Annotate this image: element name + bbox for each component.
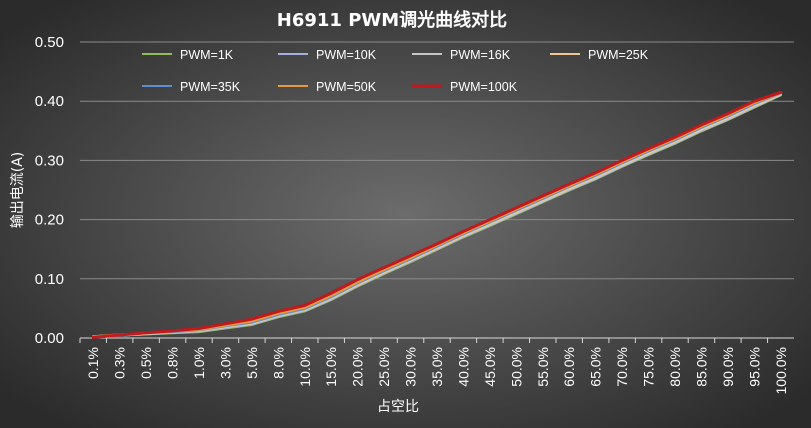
x-tick-label: 45.0% xyxy=(482,347,498,387)
legend-label: PWM=25K xyxy=(588,48,649,62)
x-tick-label: 80.0% xyxy=(667,347,683,387)
legend-label: PWM=16K xyxy=(450,48,511,62)
x-tick-label: 5.0% xyxy=(244,347,260,379)
x-tick-label: 30.0% xyxy=(403,347,419,387)
y-tick-label: 0.10 xyxy=(35,271,64,288)
legend-item: PWM=16K xyxy=(412,48,511,62)
legend: PWM=1K PWM=10K PWM=16K PWM=25K PWM=35K PWM=50… xyxy=(142,48,649,94)
x-tick-label: 70.0% xyxy=(614,347,630,387)
x-axis-title: 占空比 xyxy=(377,399,419,415)
legend-label: PWM=10K xyxy=(316,48,377,62)
x-tick-label: 90.0% xyxy=(720,347,736,387)
y-tick-label: 0.00 xyxy=(35,330,64,347)
x-tick-label: 15.0% xyxy=(323,347,339,387)
x-tick-label: 35.0% xyxy=(429,347,445,387)
x-tick-label: 95.0% xyxy=(746,347,762,387)
grid-lines xyxy=(80,41,794,339)
legend-item: PWM=10K xyxy=(278,48,377,62)
x-tick-label: 40.0% xyxy=(455,347,471,387)
y-tick-labels: 0.00 0.10 0.20 0.30 0.40 0.50 xyxy=(35,34,64,347)
x-tick-label: 1.0% xyxy=(191,347,207,379)
x-tick-label: 20.0% xyxy=(350,347,366,387)
x-tick-label: 8.0% xyxy=(270,347,286,379)
legend-item: PWM=1K xyxy=(142,48,234,62)
legend-label: PWM=35K xyxy=(180,80,241,94)
x-tick-label: 0.3% xyxy=(112,347,128,379)
legend-label: PWM=100K xyxy=(450,80,518,94)
y-tick-label: 0.40 xyxy=(35,93,64,110)
legend-item: PWM=50K xyxy=(278,80,377,94)
x-tick-label: 3.0% xyxy=(217,347,233,379)
x-tick-label: 10.0% xyxy=(297,347,313,387)
legend-item: PWM=100K xyxy=(412,80,518,94)
x-tick-labels: 0.1% 0.3% 0.5% 0.8% 1.0% 3.0% 5.0% 8.0% 10.0% 15.… xyxy=(79,338,789,394)
y-tick-label: 0.20 xyxy=(35,212,64,229)
x-tick-label: 55.0% xyxy=(535,347,551,387)
x-tick-label: 85.0% xyxy=(693,347,709,387)
y-tick-label: 0.30 xyxy=(35,152,64,169)
x-tick-label: 65.0% xyxy=(588,347,604,387)
series-line-pwm-100k xyxy=(91,90,783,339)
legend-item: PWM=35K xyxy=(142,80,241,94)
chart-title: H6911 PWM调光曲线对比 xyxy=(277,9,507,31)
legend-item: PWM=25K xyxy=(550,48,649,62)
x-tick-label: 0.5% xyxy=(138,347,154,379)
x-tick-label: 50.0% xyxy=(508,347,524,387)
y-tick-label: 0.50 xyxy=(35,34,64,51)
x-tick-label: 60.0% xyxy=(561,347,577,387)
legend-label: PWM=50K xyxy=(316,80,377,94)
x-tick-label: 0.8% xyxy=(165,347,181,379)
legend-label: PWM=1K xyxy=(180,48,234,62)
x-tick-label: 100.0% xyxy=(773,347,789,394)
x-tick-label: 0.1% xyxy=(85,347,101,379)
x-tick-label: 25.0% xyxy=(376,347,392,387)
series-lines xyxy=(91,90,783,339)
y-axis-title: 输出电流(A) xyxy=(10,152,26,229)
x-tick-label: 75.0% xyxy=(641,347,657,387)
